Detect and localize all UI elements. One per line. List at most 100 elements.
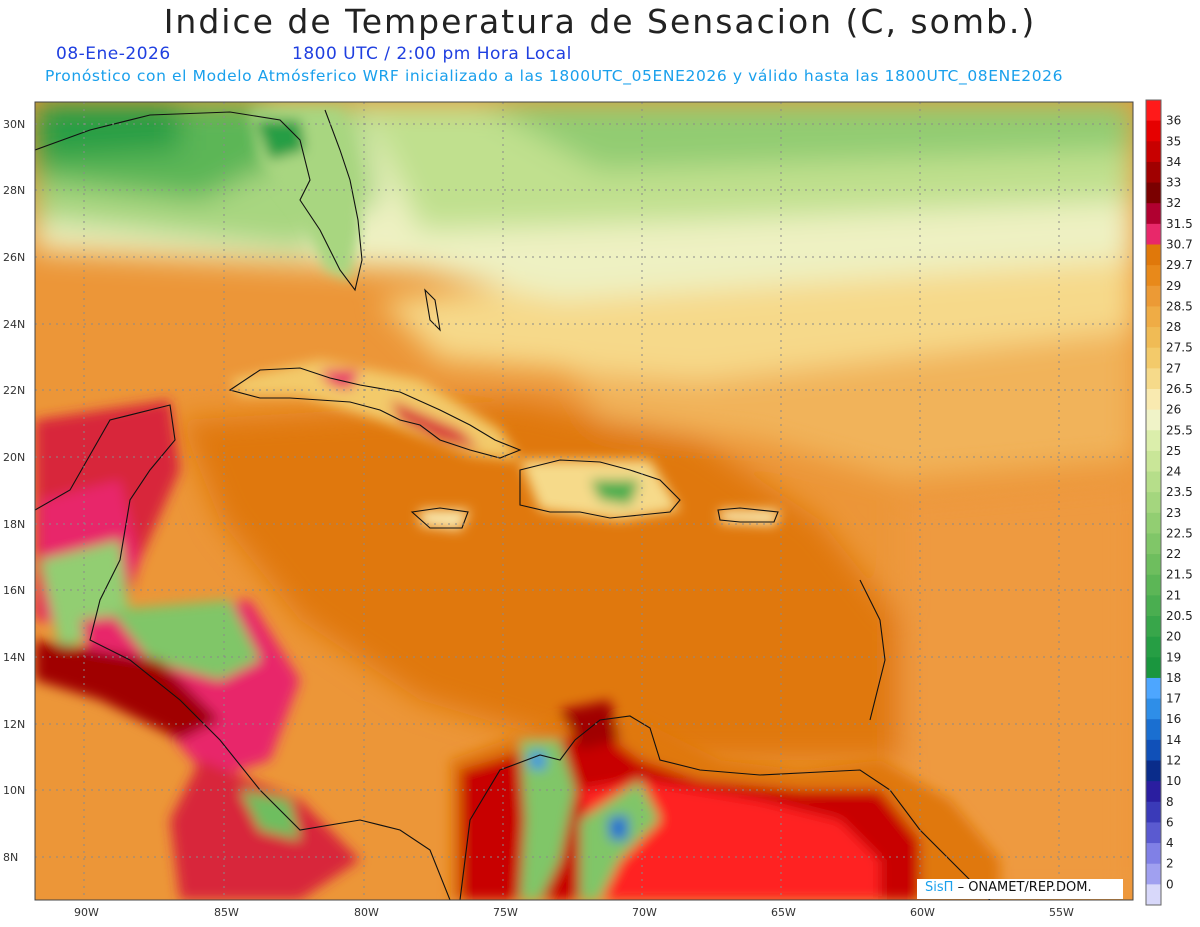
lat-label: 28N — [3, 184, 25, 197]
colorbar-label: 23 — [1166, 506, 1181, 520]
colorbar-swatch — [1146, 100, 1161, 122]
lon-label: 55W — [1049, 906, 1074, 919]
coastlines — [35, 109, 991, 900]
colorbar-swatch — [1146, 388, 1161, 411]
colorbar-label: 25 — [1166, 444, 1181, 458]
colorbar-label: 22.5 — [1166, 526, 1193, 540]
colorbar-swatch — [1146, 430, 1161, 452]
colorbar-swatch — [1146, 161, 1161, 184]
colorbar-label: 10 — [1166, 774, 1181, 788]
colorbar-label: 25.5 — [1166, 423, 1193, 437]
colorbar-swatch — [1146, 801, 1161, 823]
colorbar-swatch — [1146, 450, 1161, 473]
colorbar-label: 26 — [1166, 403, 1181, 417]
colorbar-swatch — [1146, 698, 1161, 720]
lon-label: 90W — [74, 906, 99, 919]
lon-label: 65W — [771, 906, 796, 919]
shaded-field — [35, 102, 1133, 900]
colorbar-label: 36 — [1166, 114, 1181, 128]
colorbar-swatch — [1146, 347, 1161, 369]
colorbar-swatch — [1146, 368, 1161, 390]
lat-label: 26N — [3, 251, 25, 264]
lat-label: 10N — [3, 784, 25, 797]
lat-label: 8N — [3, 851, 18, 864]
credit-text: – ONAMET/REP.DOM. — [957, 880, 1092, 895]
colorbar-label: 24 — [1166, 465, 1181, 479]
colorbar-swatch — [1146, 409, 1161, 431]
colorbar-swatch — [1146, 719, 1161, 741]
colorbar-label: 18 — [1166, 671, 1181, 685]
colorbar-label: 16 — [1166, 712, 1181, 726]
lon-label: 70W — [632, 906, 657, 919]
colorbar-swatch — [1146, 884, 1161, 906]
colorbar-label: 28 — [1166, 320, 1181, 334]
colorbar-label: 30.7 — [1166, 237, 1193, 251]
lon-axis: 90W 85W 80W 75W 70W 65W 60W 55W — [74, 906, 1074, 919]
colorbar-label: 35 — [1166, 134, 1181, 148]
colorbar-swatch — [1146, 739, 1161, 762]
colorbar-swatch — [1146, 492, 1161, 514]
sispi-logo: SisΠ — [925, 880, 954, 895]
colorbar-label: 4 — [1166, 836, 1174, 850]
lat-label: 20N — [3, 451, 25, 464]
colorbar-label: 21 — [1166, 588, 1181, 602]
colorbar-label: 8 — [1166, 795, 1174, 809]
lon-label: 75W — [493, 906, 518, 919]
lat-label: 16N — [3, 584, 25, 597]
lat-label: 12N — [3, 718, 25, 731]
colorbar-swatch — [1146, 574, 1161, 596]
colorbar-label: 31.5 — [1166, 217, 1193, 231]
colorbar-label: 21.5 — [1166, 568, 1193, 582]
colorbar-label: 32 — [1166, 196, 1181, 210]
colorbar-label: 27 — [1166, 361, 1181, 375]
lon-label: 85W — [214, 906, 239, 919]
lat-label: 18N — [3, 518, 25, 531]
forecast-date: 08-Ene-2026 — [56, 44, 171, 64]
lat-label: 22N — [3, 384, 25, 397]
colorbar-swatch — [1146, 182, 1161, 204]
lon-label: 60W — [910, 906, 935, 919]
colorbar-swatch — [1146, 265, 1161, 287]
lat-label: 14N — [3, 651, 25, 664]
colorbar-label: 20 — [1166, 630, 1181, 644]
colorbar-label: 2 — [1166, 857, 1174, 871]
colorbar-label: 20.5 — [1166, 609, 1193, 623]
colorbar-swatch — [1146, 677, 1161, 700]
colorbar-swatch — [1146, 512, 1161, 534]
colorbar-swatch — [1146, 595, 1161, 617]
colorbar-label: 28.5 — [1166, 299, 1193, 313]
colorbar-swatch — [1146, 554, 1161, 576]
colorbar-swatch — [1146, 616, 1161, 638]
colorbar-label: 33 — [1166, 176, 1181, 190]
colorbar-label: 12 — [1166, 754, 1181, 768]
map-frame — [34, 101, 1134, 901]
colorbar-swatch — [1146, 203, 1161, 225]
colorbar-label: 22 — [1166, 547, 1181, 561]
lon-label: 80W — [354, 906, 379, 919]
colorbar-label: 27.5 — [1166, 341, 1193, 355]
lat-axis: 30N 28N 26N 24N 22N 20N 18N 16N 14N 12N … — [3, 118, 25, 864]
colorbar-swatch — [1146, 471, 1161, 493]
colorbar-label: 19 — [1166, 650, 1181, 664]
colorbar-swatch — [1146, 244, 1161, 266]
colorbar-swatch — [1146, 306, 1161, 328]
colorbar-label: 29.7 — [1166, 258, 1193, 272]
colorbar-swatch — [1146, 285, 1161, 307]
colorbar-swatch — [1146, 863, 1161, 885]
colorbar-swatch — [1146, 636, 1161, 658]
colorbar-label: 23.5 — [1166, 485, 1193, 499]
colorbar-swatch — [1146, 822, 1161, 844]
colorbar-label: 14 — [1166, 733, 1181, 747]
colorbar-swatch — [1146, 657, 1161, 679]
credit-box: SisΠ – ONAMET/REP.DOM. — [917, 879, 1123, 899]
lat-label: 24N — [3, 318, 25, 331]
colorbar-label: 0 — [1166, 877, 1174, 891]
colorbar-swatch — [1146, 781, 1161, 803]
colorbar-label: 34 — [1166, 155, 1181, 169]
forecast-time: 1800 UTC / 2:00 pm Hora Local — [292, 44, 572, 64]
colorbar-swatch — [1146, 223, 1161, 245]
colorbar-label: 29 — [1166, 279, 1181, 293]
colorbar-label: 26.5 — [1166, 382, 1193, 396]
colorbar-swatch — [1146, 141, 1161, 163]
